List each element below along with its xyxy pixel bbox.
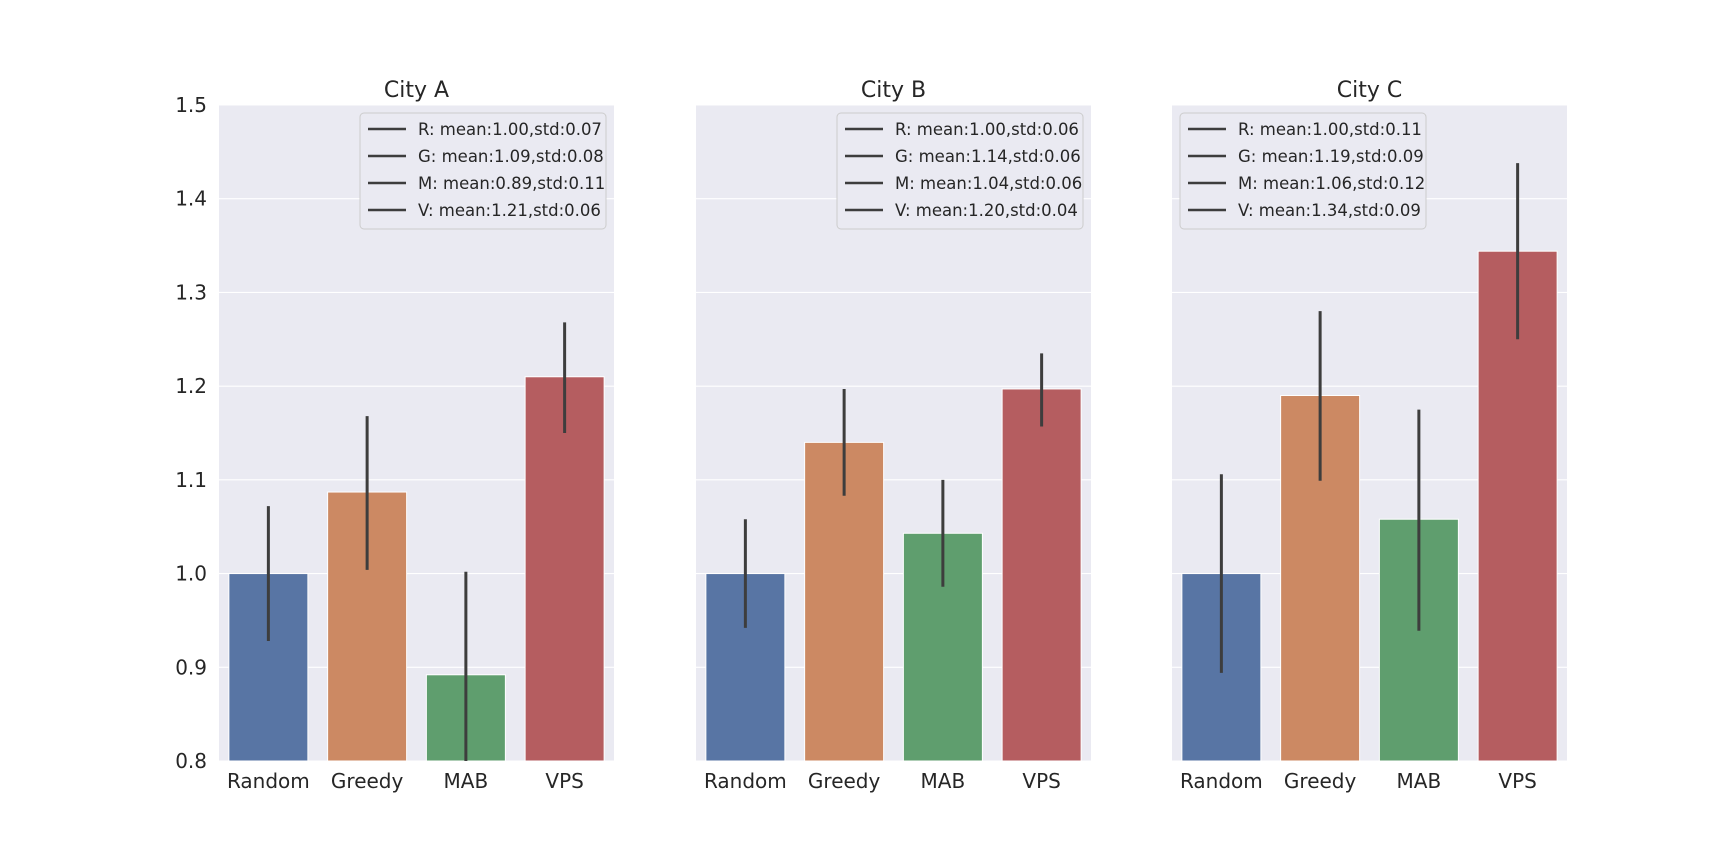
chart-panel-2: Random Greedy MAB VPS City B R: mean:1.00,std…	[696, 78, 1091, 793]
legend-entry: V: mean:1.20,std:0.04	[895, 201, 1078, 220]
legend-entry: M: mean:1.04,std:0.06	[895, 174, 1082, 193]
bar-vps	[1001, 388, 1082, 762]
chart-title: City C	[1337, 78, 1402, 103]
legend-entry: V: mean:1.21,std:0.06	[418, 201, 601, 220]
chart-panel-3: Random Greedy MAB VPS City C R: mean:1.00,std…	[1172, 78, 1567, 793]
legend-entry: R: mean:1.00,std:0.07	[418, 120, 602, 139]
legend-frame	[1179, 112, 1427, 230]
legend: R: mean:1.00,std:0.11 G: mean:1.19,std:0.…	[1179, 112, 1427, 230]
y-tick-label: 1.3	[175, 280, 207, 304]
legend-entry: G: mean:1.19,std:0.09	[1238, 147, 1424, 166]
x-tick-label: MAB	[444, 769, 489, 793]
legend-entry: M: mean:0.89,std:0.11	[418, 174, 605, 193]
x-tick-label: Random	[1180, 769, 1263, 793]
y-tick-label: 1.5	[175, 93, 207, 117]
y-tick-label: 1.1	[175, 468, 207, 492]
x-tick-label: Greedy	[1284, 769, 1357, 793]
x-tick-label: Random	[704, 769, 787, 793]
legend: R: mean:1.00,std:0.06 G: mean:1.14,std:0.…	[836, 112, 1084, 230]
y-tick-label: 1.2	[175, 374, 207, 398]
x-tick-label: VPS	[1498, 769, 1536, 793]
chart-panel-1: 0.8 0.9 1.0 1.1 1.2 1.3 1.4 1.5 Random Greedy MAB V…	[175, 78, 614, 793]
x-tick-label: VPS	[1022, 769, 1060, 793]
x-tick-label: Random	[227, 769, 310, 793]
x-tick-label: Greedy	[331, 769, 404, 793]
chart-title: City B	[861, 78, 926, 103]
y-tick-label: 1.0	[175, 562, 207, 586]
legend-entry: G: mean:1.09,std:0.08	[418, 147, 604, 166]
x-tick-label: MAB	[921, 769, 966, 793]
chart-title: City A	[384, 78, 449, 103]
legend-entry: M: mean:1.06,std:0.12	[1238, 174, 1425, 193]
legend-entry: V: mean:1.34,std:0.09	[1238, 201, 1421, 220]
x-tick-label: VPS	[545, 769, 583, 793]
legend-frame	[836, 112, 1084, 230]
legend-entry: G: mean:1.14,std:0.06	[895, 147, 1081, 166]
bar-vps	[524, 376, 605, 762]
x-tick-label: Greedy	[808, 769, 881, 793]
y-tick-label: 0.8	[175, 749, 207, 773]
x-tick-label: MAB	[1397, 769, 1442, 793]
legend-entry: R: mean:1.00,std:0.06	[895, 120, 1079, 139]
y-tick-label: 1.4	[175, 187, 207, 211]
y-tick-label: 0.9	[175, 655, 207, 679]
legend: R: mean:1.00,std:0.07 G: mean:1.09,std:0.…	[359, 112, 607, 230]
legend-frame	[359, 112, 607, 230]
legend-entry: R: mean:1.00,std:0.11	[1238, 120, 1422, 139]
